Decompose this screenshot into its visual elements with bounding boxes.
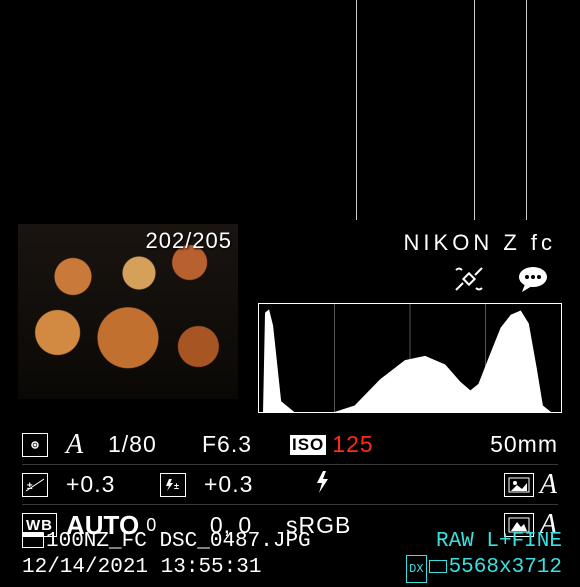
- folder-icon: [22, 532, 44, 548]
- iso-label: ISO: [290, 435, 326, 455]
- callout-line: [474, 0, 475, 220]
- exposure-mode: A: [66, 429, 108, 461]
- svg-text:±: ±: [174, 481, 180, 491]
- camera-model-label: NIKON Z fc: [258, 224, 562, 256]
- resolution-icon: [429, 560, 447, 573]
- capture-date: 12/14/2021: [22, 556, 148, 579]
- matrix-metering-icon: [22, 433, 48, 457]
- filename: DSC_0487.JPG: [159, 530, 310, 553]
- flash-icon: [313, 470, 331, 500]
- compensation-row: ± +0.3 ± +0.3 A: [22, 465, 558, 505]
- folder-name: 100NZ_FC: [46, 530, 147, 553]
- playback-info-display: 202/205 NIKON Z fc: [0, 220, 580, 587]
- flash-comp-value: +0.3: [204, 471, 292, 498]
- callout-line: [526, 0, 527, 220]
- histogram: [258, 303, 562, 413]
- exposure-row: A 1/80 F6.3 ISO 125 50mm: [22, 425, 558, 465]
- iso-value: 125: [332, 431, 373, 458]
- frame-counter: 202/205: [145, 228, 232, 254]
- shooting-data-grid: A 1/80 F6.3 ISO 125 50mm ± +0.3 ± +0.3: [0, 425, 580, 545]
- flash-comp-icon: ±: [160, 473, 186, 497]
- satellite-icon: [452, 264, 486, 299]
- focal-length: 50mm: [490, 431, 558, 458]
- comment-icon: [516, 264, 550, 299]
- picture-control-value: A: [540, 469, 558, 501]
- picture-control-icon: [504, 473, 534, 497]
- letterbox-top: [0, 0, 580, 220]
- shutter-speed: 1/80: [108, 431, 202, 458]
- file-info: 100NZ_FC DSC_0487.JPG RAW L+FINE 12/14/2…: [22, 529, 562, 583]
- exposure-comp-icon: ±: [22, 473, 48, 497]
- resolution: 5568x3712: [449, 556, 562, 579]
- image-quality: RAW L+FINE: [436, 529, 562, 555]
- exposure-comp-value: +0.3: [66, 471, 160, 498]
- photo-thumbnail: 202/205: [18, 224, 238, 399]
- aperture: F6.3: [202, 431, 290, 458]
- capture-time: 13:55:31: [161, 556, 262, 579]
- callout-line: [356, 0, 357, 220]
- crop-mode: DX: [406, 555, 426, 583]
